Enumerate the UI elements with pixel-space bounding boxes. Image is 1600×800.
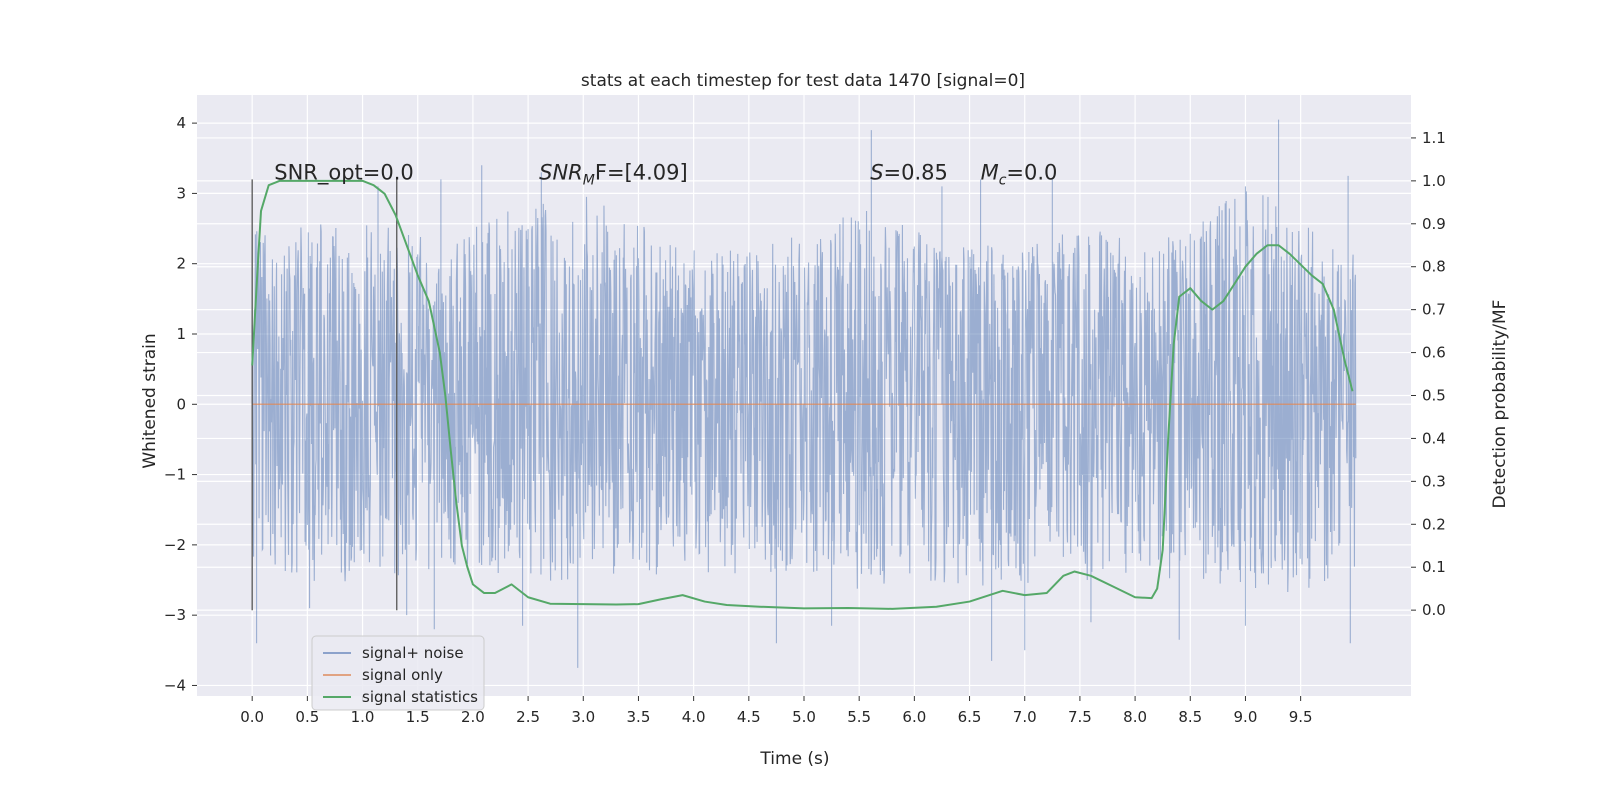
y-right-tick-label: 0.1 bbox=[1422, 558, 1446, 576]
x-axis-label: Time (s) bbox=[759, 749, 829, 769]
annotation-symbol: SNR bbox=[539, 160, 583, 184]
annotation-subscript: M bbox=[583, 172, 595, 188]
x-tick-label: 4.0 bbox=[682, 708, 706, 726]
annotation-value: F=[4.09] bbox=[595, 160, 688, 184]
legend: signal+ noise signal only signal statistic… bbox=[311, 635, 485, 711]
y-right-tick-label: 0.3 bbox=[1422, 472, 1446, 490]
y-tick-label: 1 bbox=[176, 325, 186, 343]
y-tick-label: −4 bbox=[164, 676, 186, 694]
y-axis-right-label: Detection probability/MF bbox=[1490, 300, 1510, 509]
x-tick-label: 3.5 bbox=[627, 708, 651, 726]
y-right-tick-label: 0.9 bbox=[1422, 215, 1446, 233]
annotations: SNR_opt=0.0 SNRMF=[4.09] S=0.85 Mc=0.0 bbox=[274, 160, 1057, 188]
annotation-text: Mc=0.0 bbox=[981, 160, 1058, 188]
y-right-tick-label: 0.6 bbox=[1422, 344, 1446, 362]
signal-statistics-series bbox=[251, 179, 1354, 610]
y-tick-label: 4 bbox=[176, 114, 186, 132]
x-axis-ticks: 0.0 0.5 1.0 1.5 2.0 2.5 3.0 3.5 4.0 4.5 5.0 5.5 6.0 6… bbox=[240, 696, 1313, 726]
signal-noise-line bbox=[251, 119, 1357, 668]
annotation-text: SNRMF=[4.09] bbox=[539, 160, 688, 188]
y-right-tick-label: 1.0 bbox=[1422, 172, 1446, 190]
x-tick-label: 6.0 bbox=[902, 708, 926, 726]
y-axis-ticks: 4 3 2 1 0 −1 −2 −3 −4 bbox=[164, 114, 197, 694]
y-tick-label: −2 bbox=[164, 536, 186, 554]
annotation-symbol: M bbox=[981, 160, 999, 184]
signal-statistics-line bbox=[251, 179, 1354, 610]
x-tick-label: 3.0 bbox=[571, 708, 595, 726]
legend-label: signal statistics bbox=[362, 688, 478, 706]
x-tick-label: 0.5 bbox=[295, 708, 319, 726]
x-tick-label: 9.5 bbox=[1289, 708, 1313, 726]
y-axis-label: Whitened strain bbox=[140, 333, 160, 468]
vertical-markers bbox=[251, 179, 398, 611]
y-right-tick-label: 0.4 bbox=[1422, 429, 1446, 447]
y-tick-label: 3 bbox=[176, 184, 186, 202]
y-right-tick-label: 0.7 bbox=[1422, 301, 1446, 319]
x-tick-label: 8.0 bbox=[1123, 708, 1147, 726]
x-tick-label: 1.5 bbox=[406, 708, 430, 726]
legend-label: signal only bbox=[362, 666, 443, 684]
y-tick-label: −1 bbox=[164, 466, 186, 484]
x-tick-label: 9.0 bbox=[1234, 708, 1258, 726]
y-axis-right-ticks: 1.1 1.0 0.9 0.8 0.7 0.6 0.5 0.4 0.3 0.2 0.1 0.0 bbox=[1411, 129, 1446, 619]
x-tick-label: 7.0 bbox=[1013, 708, 1037, 726]
y-right-tick-label: 0.0 bbox=[1422, 601, 1446, 619]
x-tick-label: 2.5 bbox=[516, 708, 540, 726]
x-tick-label: 5.0 bbox=[792, 708, 816, 726]
annotation-symbol: S bbox=[870, 160, 883, 184]
legend-box bbox=[311, 635, 485, 711]
y-tick-label: −3 bbox=[164, 606, 186, 624]
x-tick-label: 0.0 bbox=[240, 708, 264, 726]
x-tick-label: 6.5 bbox=[958, 708, 982, 726]
signal-noise-series bbox=[251, 119, 1357, 668]
y-right-tick-label: 0.5 bbox=[1422, 387, 1446, 405]
y-tick-label: 2 bbox=[176, 255, 186, 273]
annotation-text: S=0.85 bbox=[870, 160, 948, 184]
y-tick-label: 0 bbox=[176, 395, 186, 413]
annotation-subscript: c bbox=[999, 172, 1007, 188]
annotation-value: =0.85 bbox=[884, 160, 948, 184]
x-tick-label: 8.5 bbox=[1178, 708, 1202, 726]
x-tick-label: 7.5 bbox=[1068, 708, 1092, 726]
chart-title: stats at each timestep for test data 147… bbox=[581, 71, 1025, 91]
annotation-value: =0.0 bbox=[1006, 160, 1057, 184]
y-right-tick-label: 1.1 bbox=[1422, 129, 1446, 147]
x-tick-label: 5.5 bbox=[847, 708, 871, 726]
legend-label: signal+ noise bbox=[362, 644, 464, 662]
annotation-text: SNR_opt=0.0 bbox=[274, 160, 414, 185]
x-tick-label: 1.0 bbox=[351, 708, 375, 726]
y-right-tick-label: 0.8 bbox=[1422, 258, 1446, 276]
y-right-tick-label: 0.2 bbox=[1422, 515, 1446, 533]
x-tick-label: 2.0 bbox=[461, 708, 485, 726]
x-tick-label: 4.5 bbox=[737, 708, 761, 726]
